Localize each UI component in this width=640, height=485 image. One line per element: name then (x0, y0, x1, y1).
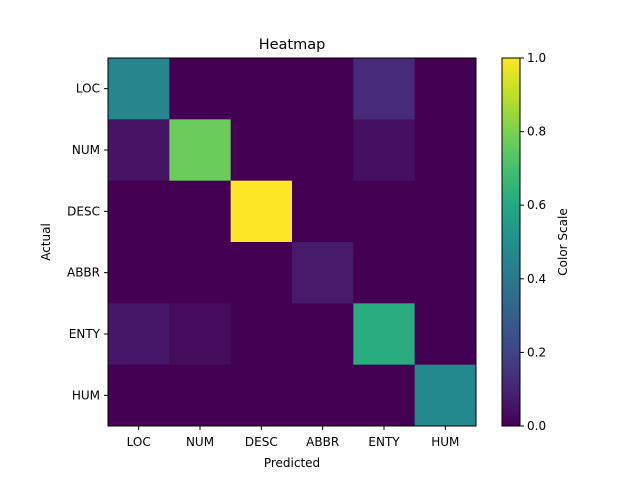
heatmap-cell-loc-enty (353, 58, 416, 120)
heatmap-cell-num-abbr (292, 119, 354, 182)
x-tick-label: ENTY (368, 435, 400, 449)
x-tick-label: DESC (245, 435, 278, 449)
heatmap-cell-num-desc (230, 119, 293, 182)
heatmap-cell-abbr-desc (230, 242, 293, 304)
heatmap-cell-hum-enty (353, 364, 416, 427)
y-tick-label: ENTY (69, 327, 101, 341)
heatmap-cell-loc-abbr (292, 58, 354, 120)
colorbar-tick-label: 0.0 (527, 419, 546, 433)
heatmap-cell-hum-hum (414, 364, 477, 427)
heatmap-cell-enty-abbr (292, 303, 354, 366)
heatmap-cell-abbr-num (169, 242, 232, 304)
x-axis-label: Predicted (264, 456, 320, 470)
y-tick-label: ABBR (67, 266, 100, 280)
x-tick-label: LOC (127, 435, 151, 449)
y-axis-label: Actual (39, 223, 53, 261)
heatmap-cell-loc-desc (230, 58, 293, 120)
heatmap-cell-loc-num (169, 58, 232, 120)
heatmap-cell-desc-abbr (292, 180, 354, 243)
heatmap-cell-enty-hum (414, 303, 477, 366)
chart-title: Heatmap (259, 37, 326, 53)
heatmap-cell-desc-num (169, 180, 232, 243)
x-tick-label: HUM (431, 435, 459, 449)
heatmap-cell-abbr-abbr (292, 242, 354, 304)
colorbar-tick-label: 0.6 (527, 198, 546, 212)
y-tick-label: DESC (67, 204, 100, 218)
heatmap-cell-abbr-hum (414, 242, 477, 304)
heatmap-cells (108, 58, 477, 427)
y-tick-label: LOC (76, 82, 100, 96)
heatmap-cell-enty-loc (108, 303, 170, 366)
heatmap-cell-hum-abbr (292, 364, 354, 427)
heatmap-cell-enty-enty (353, 303, 416, 366)
heatmap-cell-desc-hum (414, 180, 477, 243)
heatmap-cell-abbr-enty (353, 242, 416, 304)
colorbar-tick-label: 0.8 (527, 125, 546, 139)
heatmap-cell-loc-hum (414, 58, 477, 120)
colorbar-label: Color Scale (556, 208, 570, 275)
heatmap-cell-loc-loc (108, 58, 170, 120)
colorbar (502, 58, 520, 426)
heatmap-cell-desc-loc (108, 180, 170, 243)
heatmap-cell-desc-desc (230, 180, 293, 243)
plot-frame (107, 57, 477, 427)
heatmap-cell-num-loc (108, 119, 170, 182)
colorbar-frame (501, 57, 521, 427)
y-axis-ticks: LOC NUM DESC ABBR ENTY HUM (67, 82, 108, 402)
colorbar-tick-label: 0.4 (527, 272, 546, 286)
colorbar-ticks: 0.0 0.2 0.4 0.6 0.8 1.0 (520, 51, 546, 433)
y-tick-label: NUM (72, 143, 100, 157)
x-axis-ticks: LOC NUM DESC ABBR ENTY HUM (127, 426, 459, 449)
heatmap-cell-abbr-loc (108, 242, 170, 304)
heatmap-cell-hum-desc (230, 364, 293, 427)
heatmap-cell-desc-enty (353, 180, 416, 243)
heatmap-cell-enty-desc (230, 303, 293, 366)
heatmap-cell-enty-num (169, 303, 232, 366)
heatmap-cell-num-enty (353, 119, 416, 182)
heatmap-cell-hum-loc (108, 364, 170, 427)
y-tick-label: HUM (72, 388, 100, 402)
heatmap-cell-hum-num (169, 364, 232, 427)
colorbar-tick-label: 1.0 (527, 51, 546, 65)
heatmap-cell-num-num (169, 119, 232, 182)
x-tick-label: ABBR (306, 435, 339, 449)
colorbar-tick-label: 0.2 (527, 345, 546, 359)
x-tick-label: NUM (186, 435, 214, 449)
heatmap-cell-num-hum (414, 119, 477, 182)
